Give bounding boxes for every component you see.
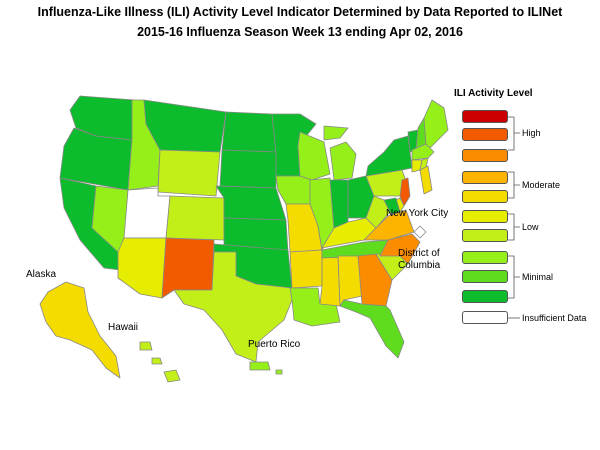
state-MD: [383, 197, 407, 215]
state-MA: [411, 143, 435, 161]
state-LA: [289, 287, 341, 327]
state-ME: [423, 99, 449, 149]
state-NM: [161, 237, 215, 299]
state-WY: [157, 149, 221, 197]
dc-label-line1: District of: [398, 248, 440, 259]
state-AZ: [117, 237, 167, 299]
state-ND: [221, 111, 277, 153]
legend-low-label: Low: [522, 222, 539, 232]
state-MI: [323, 125, 357, 181]
legend-title: ILI Activity Level: [454, 88, 533, 99]
legend-swatch-level-3: [462, 251, 508, 264]
legend-insufficient-label: Insufficient Data: [522, 313, 587, 323]
legend-swatch-level-0: [462, 311, 508, 324]
state-MS: [319, 255, 341, 307]
legend-swatch-level-8: [462, 149, 508, 162]
alaska-label: Alaska: [26, 269, 56, 280]
state-CO: [165, 195, 225, 241]
hawaii-label: Hawaii: [108, 322, 138, 333]
nyc-label: New York City: [386, 208, 448, 219]
legend-swatch-level-7: [462, 171, 508, 184]
legend-swatch-level-2: [462, 270, 508, 283]
legend-swatch-level-6: [462, 190, 508, 203]
state-TX: [173, 251, 293, 363]
state-UT: [123, 187, 171, 239]
state-GA: [357, 253, 393, 307]
legend-high-label: High: [522, 128, 541, 138]
state-FL: [339, 299, 405, 359]
legend-moderate-label: Moderate: [522, 180, 561, 190]
legend-swatch-level-10: [462, 110, 508, 123]
state-AK: [39, 281, 121, 379]
state-PR: [249, 361, 283, 375]
state-HI: [139, 341, 181, 383]
state-NE: [215, 185, 287, 221]
legend-brackets: [508, 116, 520, 319]
state-NJ: [399, 177, 411, 207]
state-AR: [289, 249, 323, 289]
state-NY: [365, 135, 413, 177]
state-AL: [337, 255, 363, 307]
city-NYC: [419, 165, 433, 195]
dc-label-line2: Columbia: [398, 260, 441, 271]
legend-swatch-level-1: [462, 290, 508, 303]
legend-swatch-level-5: [462, 210, 508, 223]
legend-swatch-level-9: [462, 128, 508, 141]
map-subtitle: 2015-16 Influenza Season Week 13 ending …: [137, 25, 463, 39]
state-SD: [219, 149, 277, 189]
district-DC: [413, 225, 427, 239]
map-title: Influenza-Like Illness (ILI) Activity Le…: [37, 5, 563, 19]
legend-minimal-label: Minimal: [522, 272, 554, 282]
state-IA: [275, 175, 313, 205]
puerto-rico-label: Puerto Rico: [248, 339, 301, 350]
legend-swatch-level-4: [462, 229, 508, 242]
